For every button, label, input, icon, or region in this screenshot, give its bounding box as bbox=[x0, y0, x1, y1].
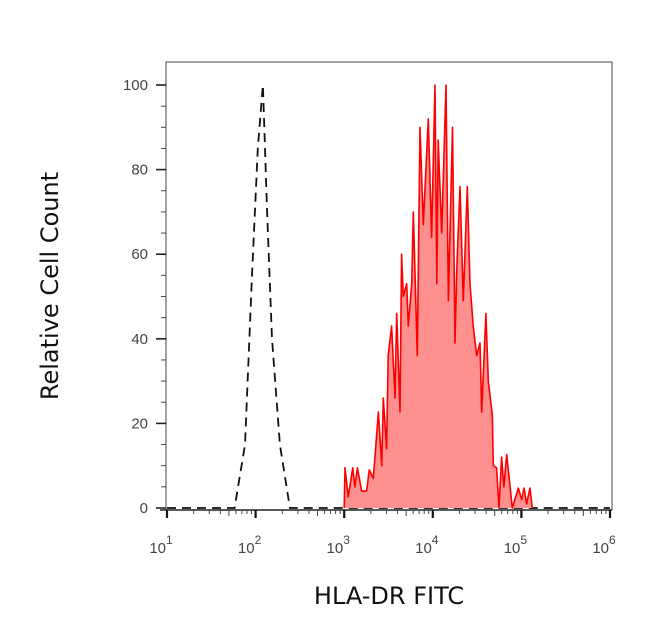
x-tick-label: 103 bbox=[327, 533, 351, 557]
y-tick-label: 20 bbox=[131, 415, 148, 432]
sample-histogram-fill bbox=[344, 85, 533, 508]
x-tick-base: 10 bbox=[592, 540, 609, 557]
x-axis-title: HLA-DR FITC bbox=[314, 582, 464, 610]
x-tick-label: 105 bbox=[504, 533, 528, 557]
x-tick-base: 10 bbox=[149, 540, 166, 557]
y-tick-label: 0 bbox=[140, 500, 148, 517]
y-tick-label: 60 bbox=[131, 246, 148, 263]
y-tick-label: 40 bbox=[131, 331, 148, 348]
x-tick-label: 106 bbox=[592, 533, 616, 557]
series-layer bbox=[167, 84, 610, 509]
x-tick-label: 101 bbox=[149, 533, 173, 557]
y-tick-label: 100 bbox=[123, 77, 148, 94]
x-tick-base: 10 bbox=[327, 540, 344, 557]
x-tick-exponent: 4 bbox=[432, 533, 439, 547]
x-tick-exponent: 3 bbox=[343, 533, 350, 547]
sample-histogram-line bbox=[343, 84, 534, 509]
x-tick-label: 104 bbox=[415, 533, 439, 557]
y-tick-label: 80 bbox=[131, 162, 148, 179]
x-tick-base: 10 bbox=[415, 540, 432, 557]
x-tick-base: 10 bbox=[238, 540, 255, 557]
y-axis-title: Relative Cell Count bbox=[36, 172, 64, 400]
x-tick-exponent: 2 bbox=[255, 533, 262, 547]
x-tick-base: 10 bbox=[504, 540, 521, 557]
x-tick-exponent: 1 bbox=[166, 533, 173, 547]
x-tick-label: 102 bbox=[238, 533, 262, 557]
control-histogram-line bbox=[167, 84, 610, 509]
x-tick-exponent: 6 bbox=[609, 533, 616, 547]
x-tick-exponent: 5 bbox=[520, 533, 527, 547]
